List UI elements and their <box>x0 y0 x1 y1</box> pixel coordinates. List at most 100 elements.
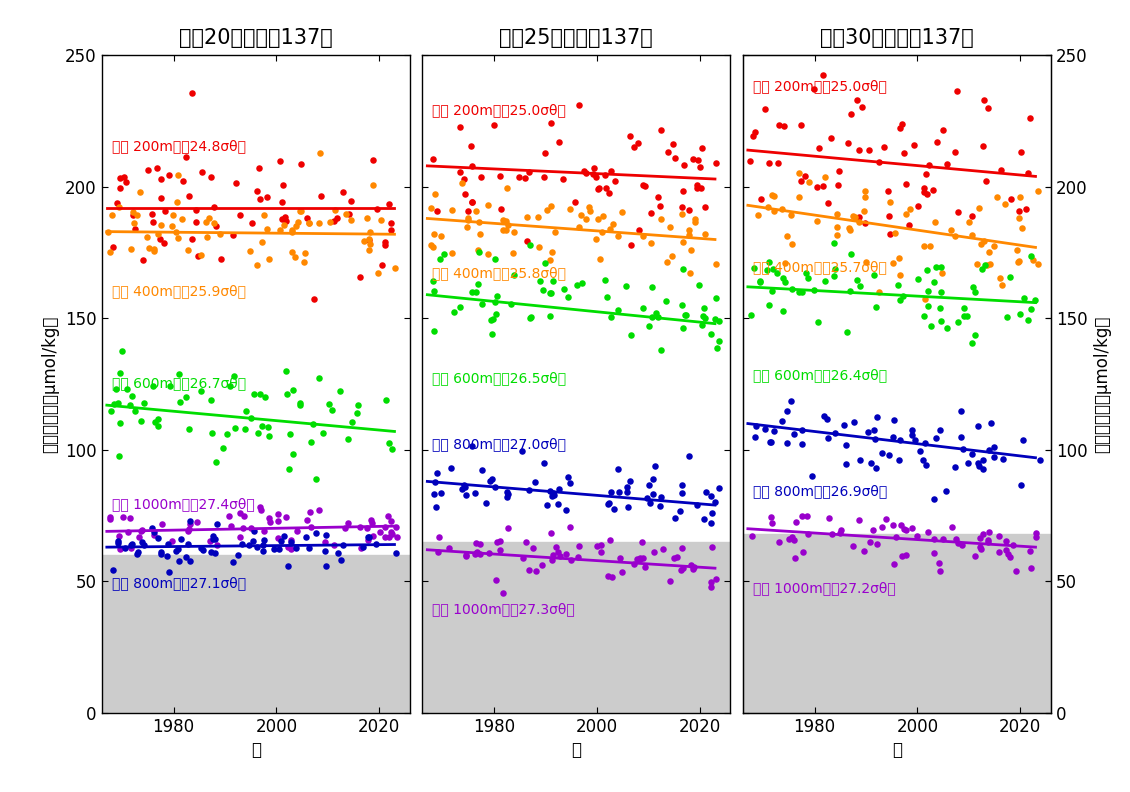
Point <box>652 213 670 226</box>
Point <box>186 204 205 216</box>
Point <box>260 430 278 443</box>
Point <box>600 187 618 200</box>
Point <box>897 549 915 562</box>
Point <box>942 224 960 237</box>
Point <box>359 530 377 543</box>
Point <box>257 390 275 403</box>
Point <box>696 486 714 499</box>
Point <box>938 322 956 334</box>
Point <box>132 415 150 428</box>
Point <box>132 524 150 536</box>
Point <box>494 224 512 237</box>
Point <box>443 462 461 474</box>
Point <box>296 247 314 260</box>
Point <box>636 561 654 573</box>
Point <box>1025 253 1043 266</box>
Point <box>619 501 637 513</box>
Point <box>541 526 559 539</box>
Point <box>145 243 163 256</box>
Point <box>148 162 166 174</box>
Text: 深度 1000m（祤27.2σθ）: 深度 1000m（祤27.2σθ） <box>753 581 896 596</box>
Point <box>935 124 953 136</box>
Text: 深度 400m（祤25.7σθ）: 深度 400m（祤25.7σθ） <box>753 261 887 275</box>
Point <box>562 477 580 489</box>
Point <box>189 516 207 528</box>
Point <box>421 238 440 251</box>
Point <box>505 269 523 282</box>
Point <box>924 184 942 196</box>
Point <box>549 497 567 510</box>
Point <box>327 204 345 216</box>
Point <box>979 258 997 271</box>
Point <box>462 160 480 173</box>
Point <box>428 467 446 480</box>
Point <box>111 417 129 429</box>
Point <box>192 249 210 261</box>
Point <box>123 390 141 402</box>
Point <box>851 454 869 466</box>
Point <box>354 541 372 554</box>
Point <box>955 310 973 322</box>
Point <box>312 190 330 203</box>
Point <box>649 191 667 204</box>
Point <box>881 196 899 208</box>
Point <box>236 422 254 435</box>
Point <box>286 251 304 264</box>
Point <box>773 414 791 427</box>
Point <box>211 228 229 241</box>
Point <box>334 186 353 199</box>
Point <box>455 188 473 200</box>
Point <box>573 276 591 289</box>
Point <box>462 140 480 153</box>
Point <box>167 226 185 238</box>
Point <box>688 499 706 512</box>
Point <box>890 434 909 447</box>
Point <box>851 280 869 292</box>
Point <box>206 216 224 229</box>
Point <box>426 188 444 200</box>
Point <box>122 243 140 256</box>
Point <box>279 559 297 572</box>
Point <box>486 253 504 265</box>
Point <box>586 171 605 184</box>
Point <box>855 191 873 204</box>
Point <box>181 555 199 568</box>
Point <box>873 447 892 459</box>
Point <box>498 488 516 501</box>
Point <box>463 196 481 208</box>
Point <box>756 103 774 116</box>
Point <box>472 298 490 310</box>
Point <box>253 419 271 432</box>
Point <box>924 532 942 545</box>
Point <box>680 267 698 280</box>
Point <box>375 238 393 251</box>
Point <box>675 158 693 171</box>
Point <box>240 539 258 551</box>
Point <box>852 101 870 113</box>
Point <box>541 253 559 266</box>
Point <box>146 415 164 428</box>
Point <box>536 147 554 159</box>
Point <box>786 552 805 565</box>
Point <box>849 94 867 107</box>
Point <box>311 147 329 159</box>
Point <box>101 511 119 524</box>
Point <box>816 274 834 287</box>
Point <box>1014 221 1032 234</box>
Point <box>828 179 846 192</box>
Point <box>669 550 687 563</box>
Point <box>247 541 266 554</box>
Point <box>707 292 725 305</box>
Point <box>971 540 989 553</box>
Point <box>798 510 816 523</box>
Point <box>776 257 794 269</box>
Point <box>472 463 490 476</box>
Point <box>469 244 487 257</box>
Point <box>108 535 127 547</box>
Point <box>272 196 290 208</box>
Point <box>342 214 360 227</box>
Point <box>914 240 932 253</box>
Point <box>805 284 823 296</box>
Point <box>979 535 997 548</box>
Point <box>136 539 154 551</box>
